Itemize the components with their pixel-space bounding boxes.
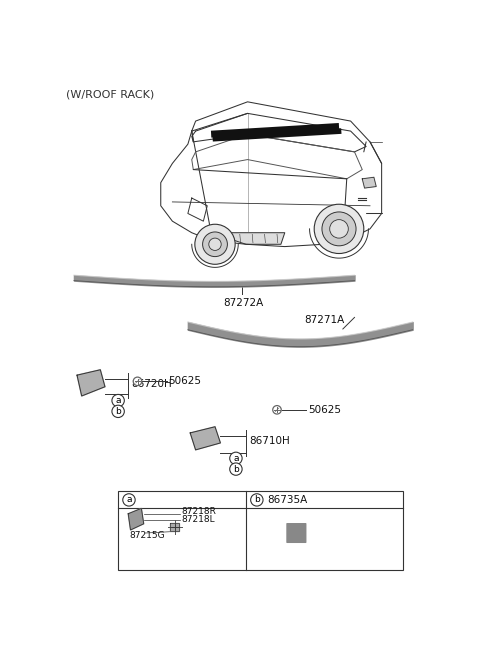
Polygon shape xyxy=(362,177,376,188)
Text: 87218L: 87218L xyxy=(181,516,216,524)
Circle shape xyxy=(123,494,135,506)
Text: b: b xyxy=(115,407,121,416)
Circle shape xyxy=(230,452,242,464)
Circle shape xyxy=(230,463,242,475)
Circle shape xyxy=(273,405,281,414)
FancyBboxPatch shape xyxy=(118,491,403,570)
Circle shape xyxy=(203,232,228,256)
Text: a: a xyxy=(233,454,239,463)
Text: b: b xyxy=(254,495,260,504)
Text: a: a xyxy=(115,396,121,405)
Circle shape xyxy=(112,394,124,407)
Circle shape xyxy=(209,238,221,251)
Text: a: a xyxy=(126,495,132,504)
Text: 86720H: 86720H xyxy=(132,379,172,390)
Circle shape xyxy=(314,204,364,253)
Circle shape xyxy=(112,405,124,417)
Text: 86710H: 86710H xyxy=(249,436,290,445)
Polygon shape xyxy=(77,370,105,396)
Text: 50625: 50625 xyxy=(168,377,202,386)
Circle shape xyxy=(195,224,235,264)
Polygon shape xyxy=(128,508,144,530)
Circle shape xyxy=(133,377,142,386)
FancyBboxPatch shape xyxy=(286,523,306,543)
Polygon shape xyxy=(77,370,105,396)
Text: 87218R: 87218R xyxy=(181,507,216,516)
Text: (W/ROOF RACK): (W/ROOF RACK) xyxy=(66,89,155,100)
Text: 87271A: 87271A xyxy=(304,315,344,325)
Polygon shape xyxy=(190,427,220,450)
Text: 50625: 50625 xyxy=(308,405,341,415)
Circle shape xyxy=(251,494,263,506)
Text: b: b xyxy=(233,464,239,474)
Circle shape xyxy=(330,220,348,238)
Polygon shape xyxy=(211,233,285,244)
Polygon shape xyxy=(170,523,180,531)
Circle shape xyxy=(322,212,356,246)
Text: 87215G: 87215G xyxy=(130,531,166,540)
Text: 87272A: 87272A xyxy=(223,298,263,308)
Text: 86735A: 86735A xyxy=(268,495,308,505)
